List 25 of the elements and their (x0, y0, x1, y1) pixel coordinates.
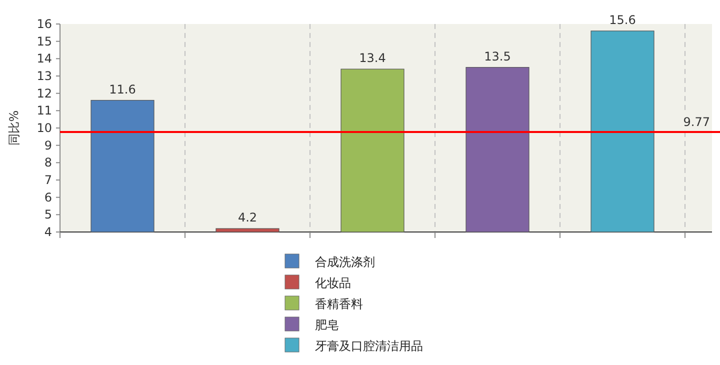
y-tick-label: 7 (44, 173, 52, 187)
legend-label: 化妆品 (315, 276, 351, 290)
legend-label: 香精香料 (315, 297, 363, 311)
data-label: 13.5 (484, 49, 511, 64)
y-tick-label: 6 (44, 190, 52, 204)
y-tick-label: 9 (44, 138, 52, 152)
y-tick-label: 5 (44, 208, 52, 222)
y-tick-label: 13 (36, 69, 52, 83)
y-tick-label: 4 (44, 225, 52, 239)
y-tick-label: 12 (36, 86, 52, 100)
data-label: 13.4 (359, 51, 386, 66)
y-tick-label: 8 (44, 156, 52, 170)
legend-label: 肥皂 (315, 318, 339, 332)
ref-line-label: 9.77 (683, 114, 710, 129)
y-tick-label: 16 (36, 17, 52, 31)
y-tick-label: 10 (36, 121, 52, 135)
legend-label: 牙膏及口腔清洁用品 (315, 339, 423, 353)
y-tick-label: 11 (36, 104, 52, 118)
data-label: 15.6 (609, 12, 636, 27)
y-tick-label: 14 (36, 52, 52, 66)
data-label: 4.2 (238, 210, 258, 225)
y-axis-title: 同比% (7, 110, 21, 146)
legend-label: 合成洗涤剂 (315, 255, 375, 269)
y-tick-label: 15 (36, 34, 52, 48)
data-label: 11.6 (109, 82, 136, 96)
